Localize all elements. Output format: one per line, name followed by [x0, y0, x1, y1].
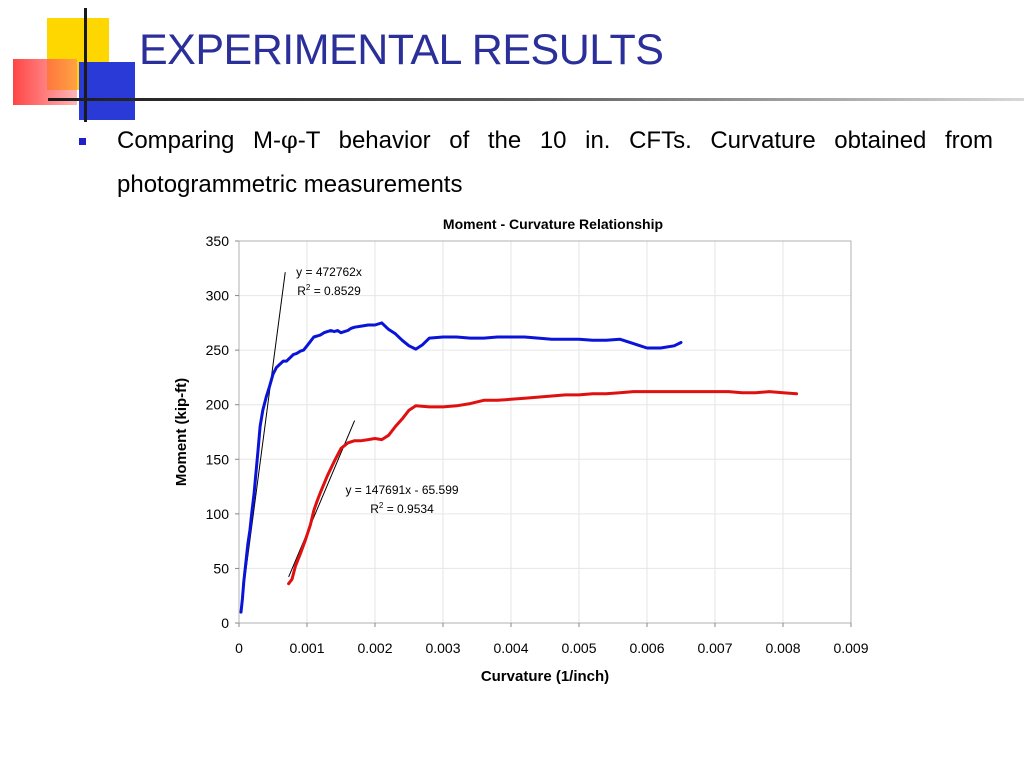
phi-symbol: φ — [280, 126, 298, 154]
y-tick-label: 250 — [206, 342, 230, 358]
y-tick-label: 200 — [206, 397, 230, 413]
x-tick-label: 0.006 — [629, 640, 664, 656]
data-series — [239, 321, 799, 614]
series-line-1 — [239, 321, 683, 614]
bullet-marker — [79, 138, 86, 145]
y-tick-label: 50 — [213, 560, 229, 576]
x-tick-label: 0.005 — [561, 640, 596, 656]
x-tick-label: 0.009 — [833, 640, 868, 656]
plot-frame — [238, 240, 852, 624]
y-axis-label: Moment (kip-ft) — [173, 378, 190, 486]
x-tick-label: 0.007 — [697, 640, 732, 656]
y-axis-ticks: 0 50 100 150 200 250 300 350 — [206, 233, 239, 631]
x-tick-label: 0 — [235, 640, 243, 656]
y-tick-label: 150 — [206, 451, 230, 467]
trend-r2-1: R2 = 0.8529 — [297, 283, 361, 298]
y-tick-label: 0 — [221, 615, 229, 631]
x-tick-label: 0.002 — [357, 640, 392, 656]
x-tick-label: 0.003 — [425, 640, 460, 656]
x-tick-label: 0.001 — [289, 640, 324, 656]
trend-annotations: y = 472762x R2 = 0.8529 y = 147691x - 65.5… — [296, 265, 459, 516]
series-line-2 — [287, 390, 799, 586]
y-tick-label: 350 — [206, 233, 230, 249]
trend-equation-1: y = 472762x — [296, 265, 362, 279]
grid-lines — [239, 240, 852, 623]
chart-title: Moment - Curvature Relationship — [443, 216, 663, 232]
x-axis-ticks: 0 0.001 0.002 0.003 0.004 0.005 0.006 0.007 0.00… — [235, 623, 869, 656]
bullet-text: Comparing M-φ-T behavior of the 10 in. C… — [117, 118, 993, 207]
trendline-1 — [241, 272, 286, 598]
decor-vertical-line — [84, 8, 87, 122]
trend-r2-2: R2 = 0.9534 — [370, 501, 434, 516]
trend-equation-2: y = 147691x - 65.599 — [345, 483, 458, 497]
bullet-text-prefix: Comparing M- — [117, 127, 281, 154]
y-tick-label: 300 — [206, 288, 230, 304]
bullet-text-suffix: -T behavior of the 10 in. CFTs. Curvatur… — [117, 127, 993, 198]
decor-red-square — [13, 59, 77, 105]
y-tick-label: 100 — [206, 506, 230, 522]
x-axis-label: Curvature (1/inch) — [481, 668, 609, 685]
slide-title: EXPERIMENTAL RESULTS — [139, 26, 664, 74]
decor-blue-square — [79, 62, 135, 120]
x-tick-label: 0.008 — [765, 640, 800, 656]
x-tick-label: 0.004 — [493, 640, 528, 656]
title-underline — [48, 98, 1024, 101]
